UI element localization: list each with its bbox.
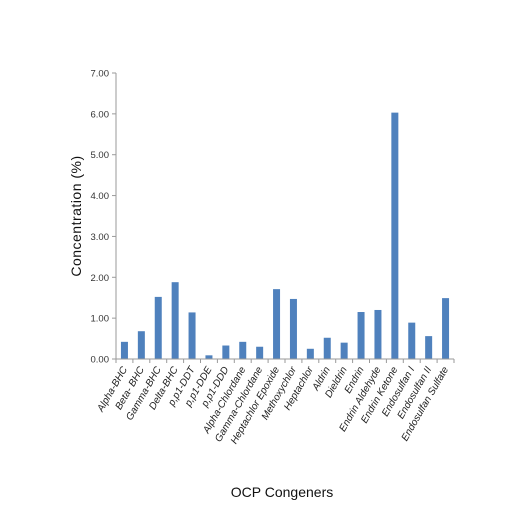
bar <box>188 312 196 359</box>
x-axis-label: OCP Congeners <box>231 484 333 500</box>
bar <box>391 112 399 359</box>
bar <box>154 296 162 359</box>
y-tick-label: 4.00 <box>91 191 110 202</box>
y-tick-label: 3.00 <box>91 232 110 243</box>
y-axis-label: Concentration (%) <box>68 155 84 276</box>
bar <box>340 342 348 359</box>
bar <box>289 298 297 359</box>
y-tick-label: 7.00 <box>91 69 110 80</box>
y-tick-label: 6.00 <box>91 109 110 120</box>
bars-group <box>120 112 450 359</box>
y-tick-label: 0.00 <box>91 355 110 366</box>
bar <box>425 336 433 359</box>
y-tick-label: 5.00 <box>91 150 110 161</box>
bar <box>222 345 230 359</box>
y-tick-label: 1.00 <box>91 314 110 325</box>
bar <box>273 289 281 359</box>
y-tick-label: 2.00 <box>91 273 110 284</box>
bar <box>323 337 331 359</box>
y-axis: 0.00 1.00 2.00 3.00 4.00 5.00 6.00 7.00 <box>91 69 117 366</box>
bar <box>256 346 264 359</box>
bar <box>408 322 416 359</box>
bar <box>120 341 128 359</box>
bar <box>306 348 314 359</box>
bar <box>239 341 247 359</box>
bar <box>171 282 179 359</box>
bar <box>374 309 382 359</box>
bar <box>205 355 213 359</box>
bar <box>357 312 365 359</box>
bar <box>442 298 450 359</box>
bar <box>137 331 145 359</box>
